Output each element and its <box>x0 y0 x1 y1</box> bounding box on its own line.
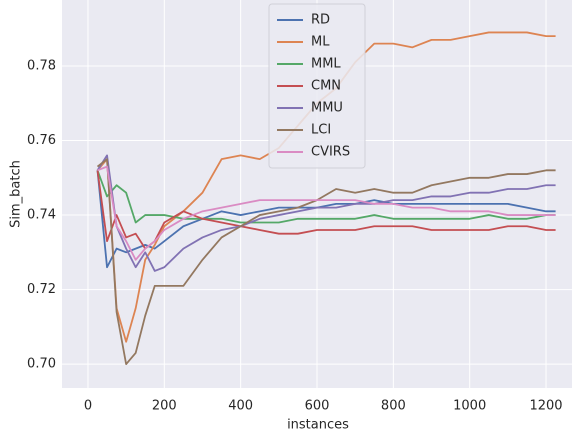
legend: RD ML MML CMN MMU LCI CVIRS <box>268 3 366 169</box>
x-tick-label: 800 <box>381 399 406 414</box>
x-tick-label: 0 <box>84 399 92 414</box>
y-axis-title: Sim_batch <box>9 160 24 228</box>
series-line <box>96 170 556 224</box>
legend-label: MMU <box>311 101 343 116</box>
legend-box <box>268 3 366 169</box>
x-tick-label: 1200 <box>529 399 562 414</box>
series-line <box>96 154 556 272</box>
legend-label: CMN <box>311 79 341 94</box>
y-tick-label: 0.76 <box>27 133 56 148</box>
series-line <box>96 158 556 366</box>
legend-label: MML <box>311 57 341 72</box>
legend-label: ML <box>311 35 330 50</box>
legend-label: RD <box>311 13 330 28</box>
x-tick-label: 600 <box>305 399 330 414</box>
x-tick-label: 1000 <box>453 399 486 414</box>
legend-label: LCI <box>311 123 331 138</box>
y-tick-label: 0.74 <box>27 208 56 223</box>
y-tick-label: 0.78 <box>27 58 56 73</box>
y-tick-label: 0.70 <box>27 357 56 372</box>
x-axis-title: instances <box>287 418 349 433</box>
y-tick-label: 0.72 <box>27 282 56 297</box>
x-tick-label: 400 <box>228 399 253 414</box>
series-line <box>96 170 556 250</box>
x-tick-label: 200 <box>152 399 177 414</box>
legend-label: CVIRS <box>311 145 350 160</box>
series-line <box>97 165 556 261</box>
